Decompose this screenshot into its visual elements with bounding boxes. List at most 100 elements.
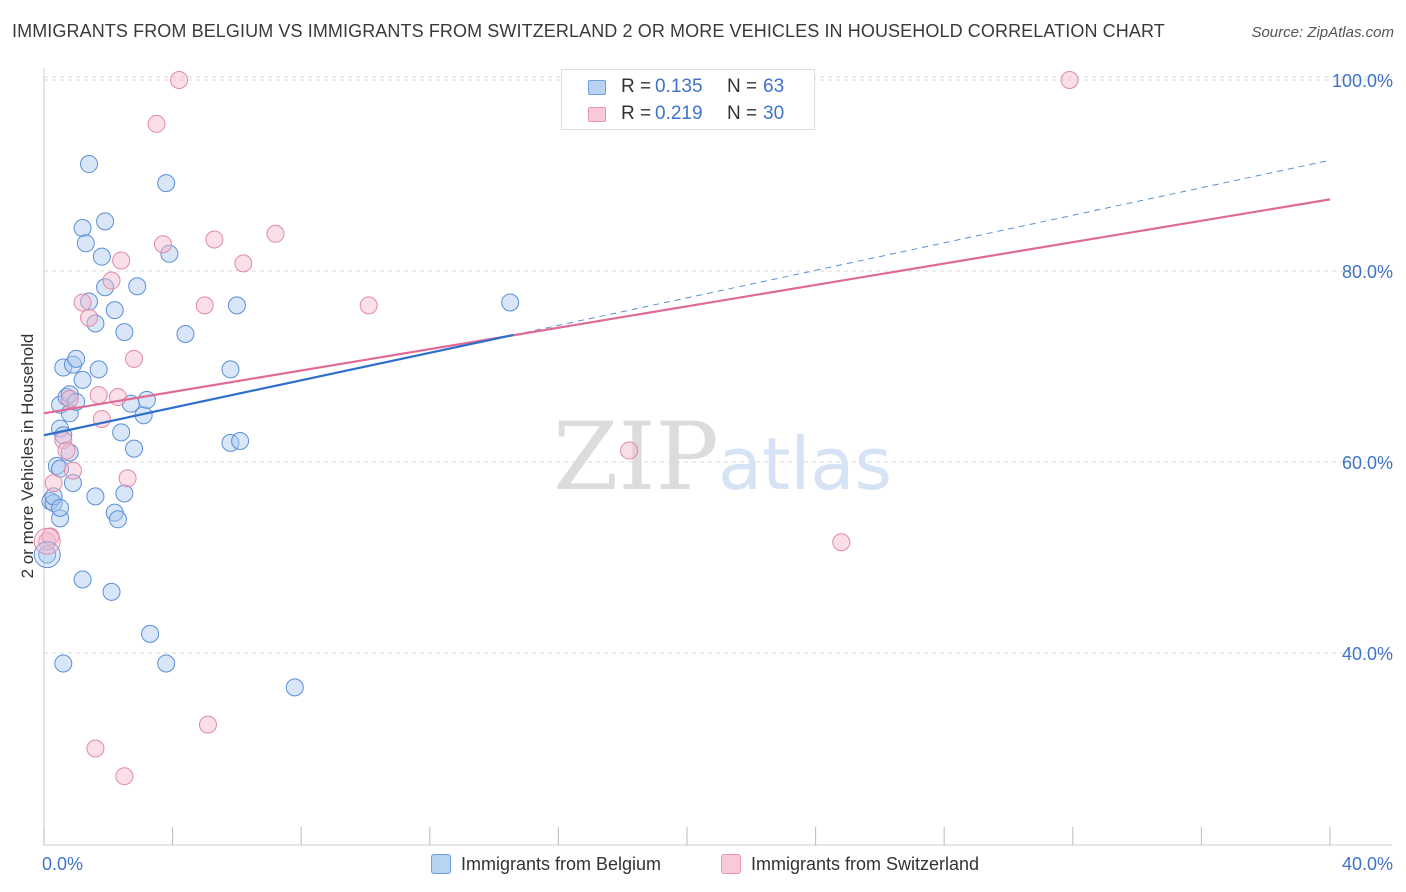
trend-lines <box>513 159 1331 336</box>
y-axis-label: 2 or more Vehicles in Household <box>18 333 37 579</box>
belgium-trend-extension <box>513 159 1331 336</box>
switzerland-point <box>102 271 121 290</box>
y-tick-label: 100.0% <box>1332 71 1393 91</box>
belgium-point <box>115 484 134 503</box>
switzerland-legend-swatch <box>721 854 741 874</box>
belgium-point <box>231 431 250 450</box>
belgium-point <box>89 360 108 379</box>
watermark-atlas: atlas <box>718 422 892 506</box>
y-tick-label: 60.0% <box>1342 453 1393 473</box>
watermark: ZIP atlas <box>553 403 892 512</box>
watermark-zip: ZIP <box>553 403 719 512</box>
belgium-point <box>137 390 156 409</box>
belgium-point <box>80 292 99 311</box>
switzerland-point <box>234 254 253 273</box>
y-tick-label: 80.0% <box>1342 262 1393 282</box>
belgium-point <box>176 325 195 344</box>
belgium-point <box>108 510 127 529</box>
switzerland-point <box>198 715 217 734</box>
axes <box>43 68 1392 846</box>
switzerland-point <box>44 474 63 493</box>
belgium-point <box>86 487 105 506</box>
belgium-point <box>105 301 124 320</box>
switzerland-point <box>832 533 851 552</box>
switzerland-point <box>57 441 76 460</box>
switzerland-point <box>620 441 639 460</box>
belgium-trend-line <box>43 333 514 437</box>
n-label: N = <box>727 103 758 124</box>
y-tick-label: 40.0% <box>1342 644 1393 664</box>
belgium-point <box>157 174 176 193</box>
switzerland-point <box>195 296 214 315</box>
n-value: 63 <box>763 76 785 97</box>
legend-label: Immigrants from Belgium <box>461 854 662 874</box>
belgium-point <box>141 624 160 643</box>
belgium-point <box>73 370 92 389</box>
switzerland-point <box>153 235 172 254</box>
n-value: 30 <box>763 103 785 124</box>
switzerland-point <box>125 349 144 368</box>
switzerland-point <box>86 739 105 758</box>
switzerland-point <box>63 461 82 480</box>
switzerland-trend-line <box>43 198 1331 415</box>
switzerland-point-cluster <box>33 527 61 555</box>
belgium-point <box>92 247 111 266</box>
r-label: R = <box>621 103 652 124</box>
belgium-point <box>44 487 63 506</box>
belgium-point <box>128 277 147 296</box>
r-value: 0.135 <box>655 76 703 97</box>
belgium-point <box>112 423 131 442</box>
belgium-point <box>73 219 92 238</box>
belgium-point <box>51 509 70 528</box>
belgium-point <box>160 244 179 263</box>
belgium-point <box>227 296 246 315</box>
belgium-point <box>67 349 86 368</box>
switzerland-point <box>73 293 92 312</box>
data-points <box>33 71 1331 786</box>
switzerland-point <box>115 767 134 786</box>
belgium-point <box>80 155 99 174</box>
switzerland-point <box>170 71 189 89</box>
belgium-point <box>63 355 82 374</box>
belgium-point <box>73 570 92 589</box>
x-tick-label: 40.0% <box>1342 854 1393 874</box>
switzerland-point <box>1060 71 1079 89</box>
x-tick-label: 0.0% <box>42 854 83 874</box>
belgium-point <box>41 492 60 511</box>
switzerland-point <box>89 386 108 405</box>
stats-legend-box: R = 0.135 N = 63 R = 0.219 N = 30 <box>561 69 815 130</box>
switzerland-swatch <box>588 107 606 122</box>
switzerland-point <box>60 389 79 408</box>
tick-labels: 40.0% 60.0% 80.0% 100.0% 0.0% 40.0% <box>42 71 1393 874</box>
belgium-point <box>102 582 121 601</box>
belgium-point <box>96 278 115 297</box>
switzerland-point <box>112 251 131 270</box>
belgium-point <box>60 385 79 404</box>
belgium-point <box>76 234 95 253</box>
switzerland-point <box>118 469 137 488</box>
legend-label: Immigrants from Switzerland <box>751 854 980 874</box>
gridlines <box>44 76 1392 654</box>
belgium-point <box>51 498 70 517</box>
belgium-point <box>157 654 176 673</box>
belgium-swatch <box>588 80 606 95</box>
belgium-point <box>501 293 520 312</box>
switzerland-point <box>205 230 224 249</box>
belgium-point <box>125 439 144 458</box>
switzerland-point <box>266 224 285 243</box>
r-value: 0.219 <box>655 103 703 124</box>
belgium-point <box>54 654 73 673</box>
switzerland-point <box>147 114 166 133</box>
belgium-point <box>285 678 304 697</box>
belgium-point <box>115 323 134 342</box>
switzerland-point <box>359 296 378 315</box>
source-label: Source: ZipAtlas.com <box>1251 24 1394 41</box>
switzerland-point <box>80 308 99 327</box>
belgium-point <box>221 360 240 379</box>
chart-title: IMMIGRANTS FROM BELGIUM VS IMMIGRANTS FR… <box>12 21 1165 41</box>
belgium-point <box>63 474 82 493</box>
belgium-legend-swatch <box>431 854 451 874</box>
n-label: N = <box>727 76 758 97</box>
r-label: R = <box>621 76 652 97</box>
